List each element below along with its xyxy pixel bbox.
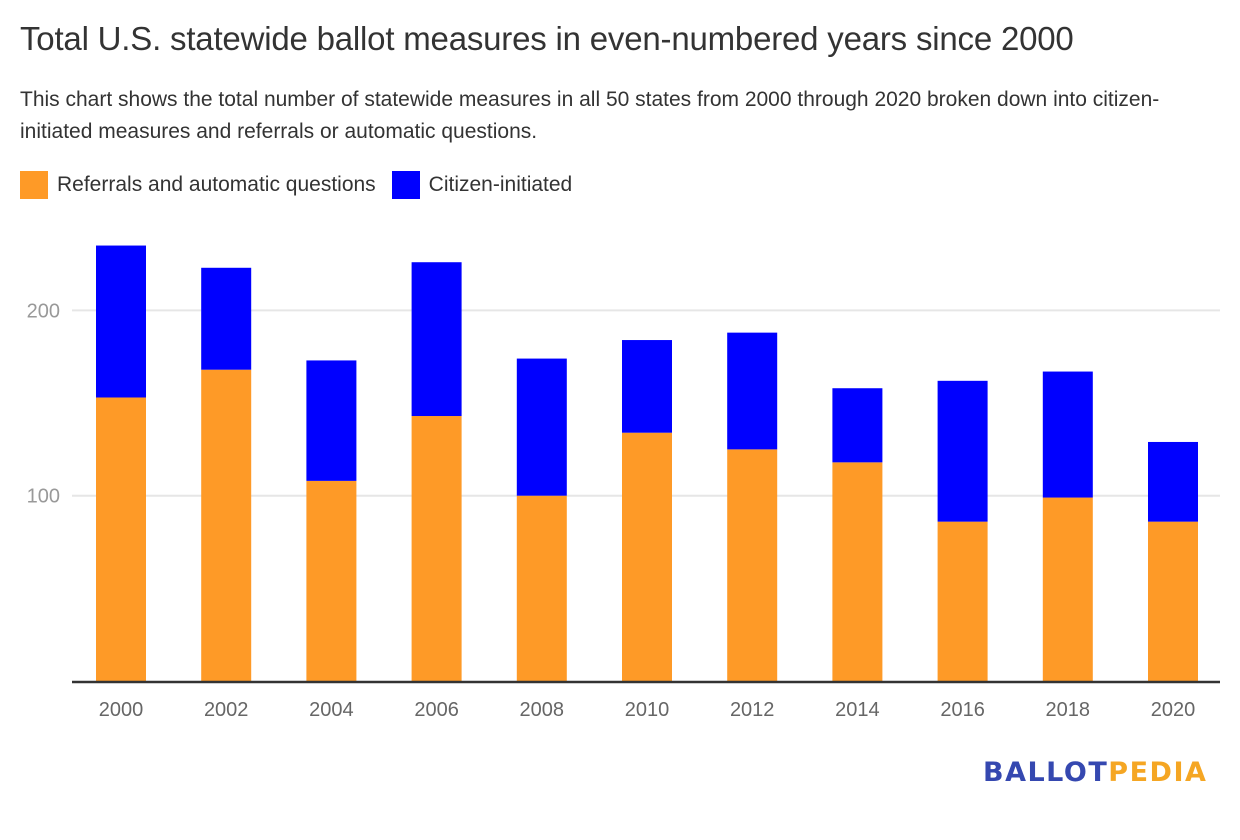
logo-part-pedia: PEDIA bbox=[1108, 757, 1208, 788]
chart-subtitle: This chart shows the total number of sta… bbox=[20, 88, 1160, 143]
bar-citizen-initiated-2018[interactable] bbox=[1042, 371, 1093, 498]
y-tick-label: 100 bbox=[27, 486, 60, 508]
bar-citizen-initiated-2000[interactable] bbox=[96, 245, 146, 398]
bar-citizen-initiated-2010[interactable] bbox=[622, 340, 672, 433]
bar-citizen-initiated-2012[interactable] bbox=[727, 332, 778, 450]
y-tick-label: 200 bbox=[27, 300, 60, 322]
legend-item-referrals[interactable]: Referrals and automatic questions bbox=[20, 171, 376, 199]
bar-referrals-2004[interactable] bbox=[306, 480, 357, 681]
bar-referrals-2006[interactable] bbox=[411, 416, 462, 681]
x-tick-label: 2020 bbox=[1151, 699, 1196, 721]
x-tick-label: 2006 bbox=[414, 699, 459, 721]
bar-citizen-initiated-2004[interactable] bbox=[306, 360, 357, 481]
bar-referrals-2020[interactable] bbox=[1148, 521, 1198, 681]
legend-swatch-citizen-initiated bbox=[391, 171, 420, 199]
x-tick-label: 2008 bbox=[520, 699, 565, 721]
x-tick-label: 2012 bbox=[730, 699, 775, 721]
ballotpedia-logo: BALLOTPEDIA bbox=[983, 757, 1207, 788]
x-tick-label: 2000 bbox=[99, 699, 144, 721]
x-tick-label: 2002 bbox=[204, 699, 249, 721]
bar-referrals-2018[interactable] bbox=[1042, 497, 1093, 681]
bar-referrals-2016[interactable] bbox=[937, 521, 988, 681]
x-tick-label: 2018 bbox=[1046, 699, 1091, 721]
bar-citizen-initiated-2016[interactable] bbox=[937, 380, 988, 522]
bar-citizen-initiated-2006[interactable] bbox=[411, 262, 462, 417]
bar-citizen-initiated-2008[interactable] bbox=[516, 358, 567, 496]
x-tick-label: 2004 bbox=[309, 699, 354, 721]
legend-item-citizen-initiated[interactable]: Citizen-initiated bbox=[391, 171, 573, 199]
legend: Referrals and automatic questions Citize… bbox=[20, 171, 588, 199]
x-tick-label: 2016 bbox=[940, 699, 985, 721]
bar-citizen-initiated-2002[interactable] bbox=[201, 267, 252, 370]
x-axis: 2000 2002 2004 2006 2008 2010 2012 2014 2016 2018… bbox=[72, 680, 1220, 721]
bar-citizen-initiated-2020[interactable] bbox=[1148, 441, 1198, 522]
bar-referrals-2000[interactable] bbox=[96, 397, 146, 681]
legend-label-citizen-initiated: Citizen-initiated bbox=[428, 173, 573, 196]
chart-title: Total U.S. statewide ballot measures in … bbox=[20, 20, 1074, 57]
legend-label-referrals: Referrals and automatic questions bbox=[57, 173, 376, 196]
x-tick-label: 2010 bbox=[625, 699, 670, 721]
bar-referrals-2014[interactable] bbox=[832, 462, 883, 681]
bars bbox=[96, 245, 1198, 681]
bar-citizen-initiated-2014[interactable] bbox=[832, 388, 883, 463]
x-tick-label: 2014 bbox=[835, 699, 880, 721]
logo-part-ballot: BALLOT bbox=[983, 757, 1109, 788]
bar-referrals-2002[interactable] bbox=[201, 369, 252, 681]
legend-swatch-referrals bbox=[20, 171, 48, 199]
bar-referrals-2010[interactable] bbox=[622, 432, 672, 681]
bar-referrals-2012[interactable] bbox=[727, 449, 778, 681]
bar-referrals-2008[interactable] bbox=[516, 495, 567, 681]
